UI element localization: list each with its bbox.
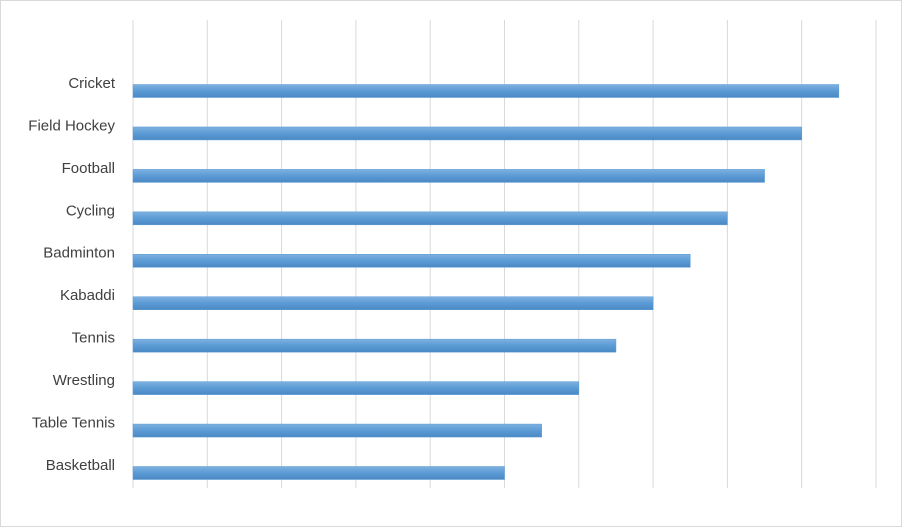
y-tick-label: Field Hockey (28, 117, 115, 134)
y-tick-label: Football (62, 160, 115, 177)
bar (132, 254, 691, 268)
bar (132, 126, 802, 141)
y-tick-label: Badminton (43, 245, 115, 262)
y-tick-label: Kabaddi (60, 287, 115, 304)
bar (132, 338, 617, 353)
bar (132, 423, 542, 438)
y-tick-label: Table Tennis (32, 415, 115, 432)
y-tick-label: Cycling (66, 202, 115, 219)
y-tick-label: Cricket (68, 75, 116, 92)
bar (132, 296, 654, 310)
y-tick-label: Wrestling (53, 372, 115, 389)
bar (132, 381, 580, 395)
bar (132, 169, 765, 183)
bar (132, 211, 728, 226)
y-tick-label: Basketball (46, 457, 115, 474)
bar (132, 466, 505, 480)
bar (132, 84, 840, 98)
y-tick-label: Tennis (72, 330, 115, 347)
